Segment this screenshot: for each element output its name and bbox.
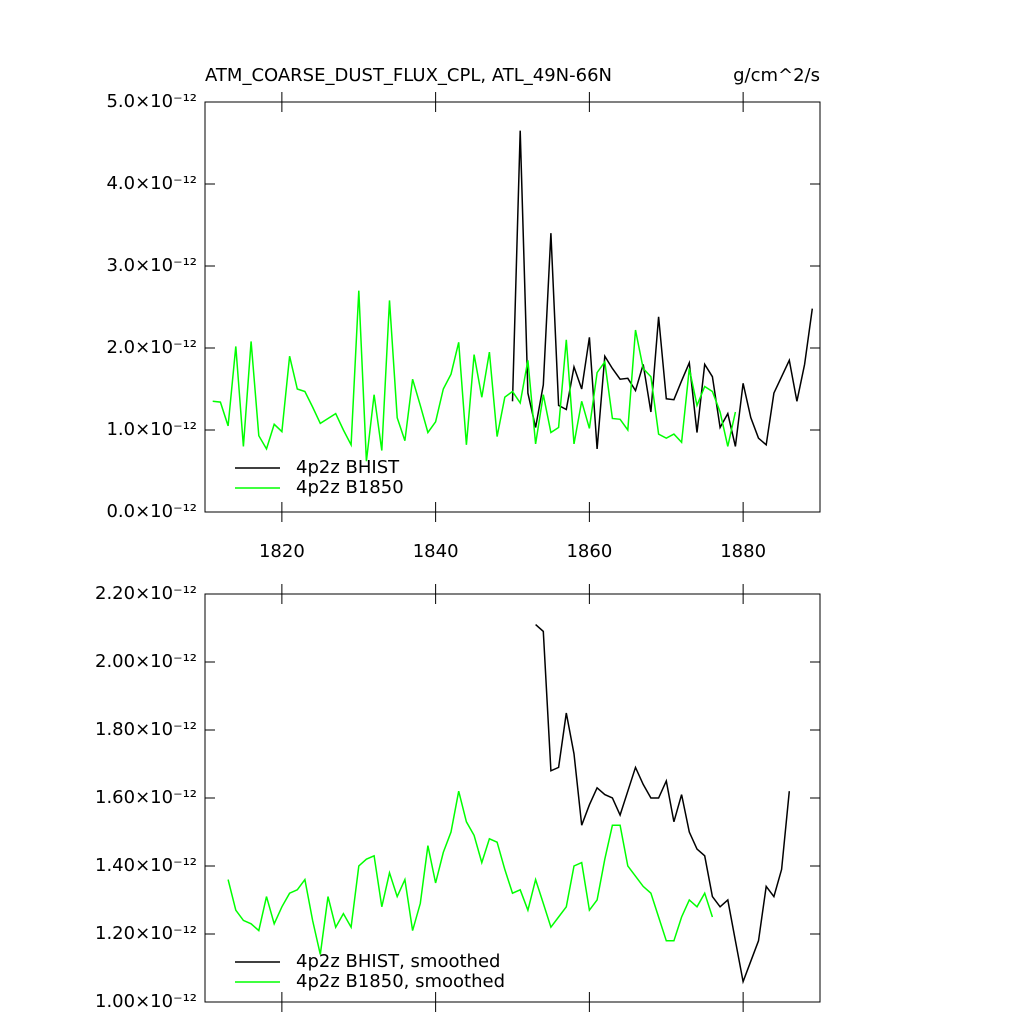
x-tick-label: 1860: [566, 541, 612, 562]
y-tick-label: 1.80×10⁻¹²: [95, 719, 197, 740]
x-tick-label: 1820: [259, 541, 305, 562]
x-tick-label: 1880: [720, 541, 766, 562]
y-tick-label: 5.0×10⁻¹²: [106, 91, 197, 112]
plot-frame: [204, 593, 821, 1003]
series-line: [535, 624, 791, 985]
plot-frame: [204, 101, 821, 513]
y-tick-label: 1.00×10⁻¹²: [95, 991, 197, 1012]
series-line: [227, 791, 714, 955]
y-tick-label: 1.40×10⁻¹²: [95, 855, 197, 876]
y-tick-label: 4.0×10⁻¹²: [106, 173, 197, 194]
y-tick-label: 1.20×10⁻¹²: [95, 923, 197, 944]
y-tick-label: 2.20×10⁻¹²: [95, 583, 197, 604]
series-line: [212, 290, 737, 462]
series-line: [511, 130, 814, 449]
x-tick-label: 1840: [413, 541, 459, 562]
y-tick-label: 0.0×10⁻¹²: [106, 501, 197, 522]
legend-label: 4p2z BHIST: [296, 457, 400, 478]
y-tick-label: 1.0×10⁻¹²: [106, 419, 197, 440]
legend-label: 4p2z BHIST, smoothed: [296, 951, 500, 972]
y-tick-label: 2.00×10⁻¹²: [95, 651, 197, 672]
y-tick-label: 3.0×10⁻¹²: [106, 255, 197, 276]
y-tick-label: 2.0×10⁻¹²: [106, 337, 197, 358]
legend-label: 4p2z B1850: [296, 477, 404, 498]
y-tick-label: 1.60×10⁻¹²: [95, 787, 197, 808]
units-label: g/cm^2/s: [733, 65, 820, 86]
chart-title: ATM_COARSE_DUST_FLUX_CPL, ATL_49N-66N: [205, 65, 612, 86]
legend-label: 4p2z B1850, smoothed: [296, 971, 505, 992]
